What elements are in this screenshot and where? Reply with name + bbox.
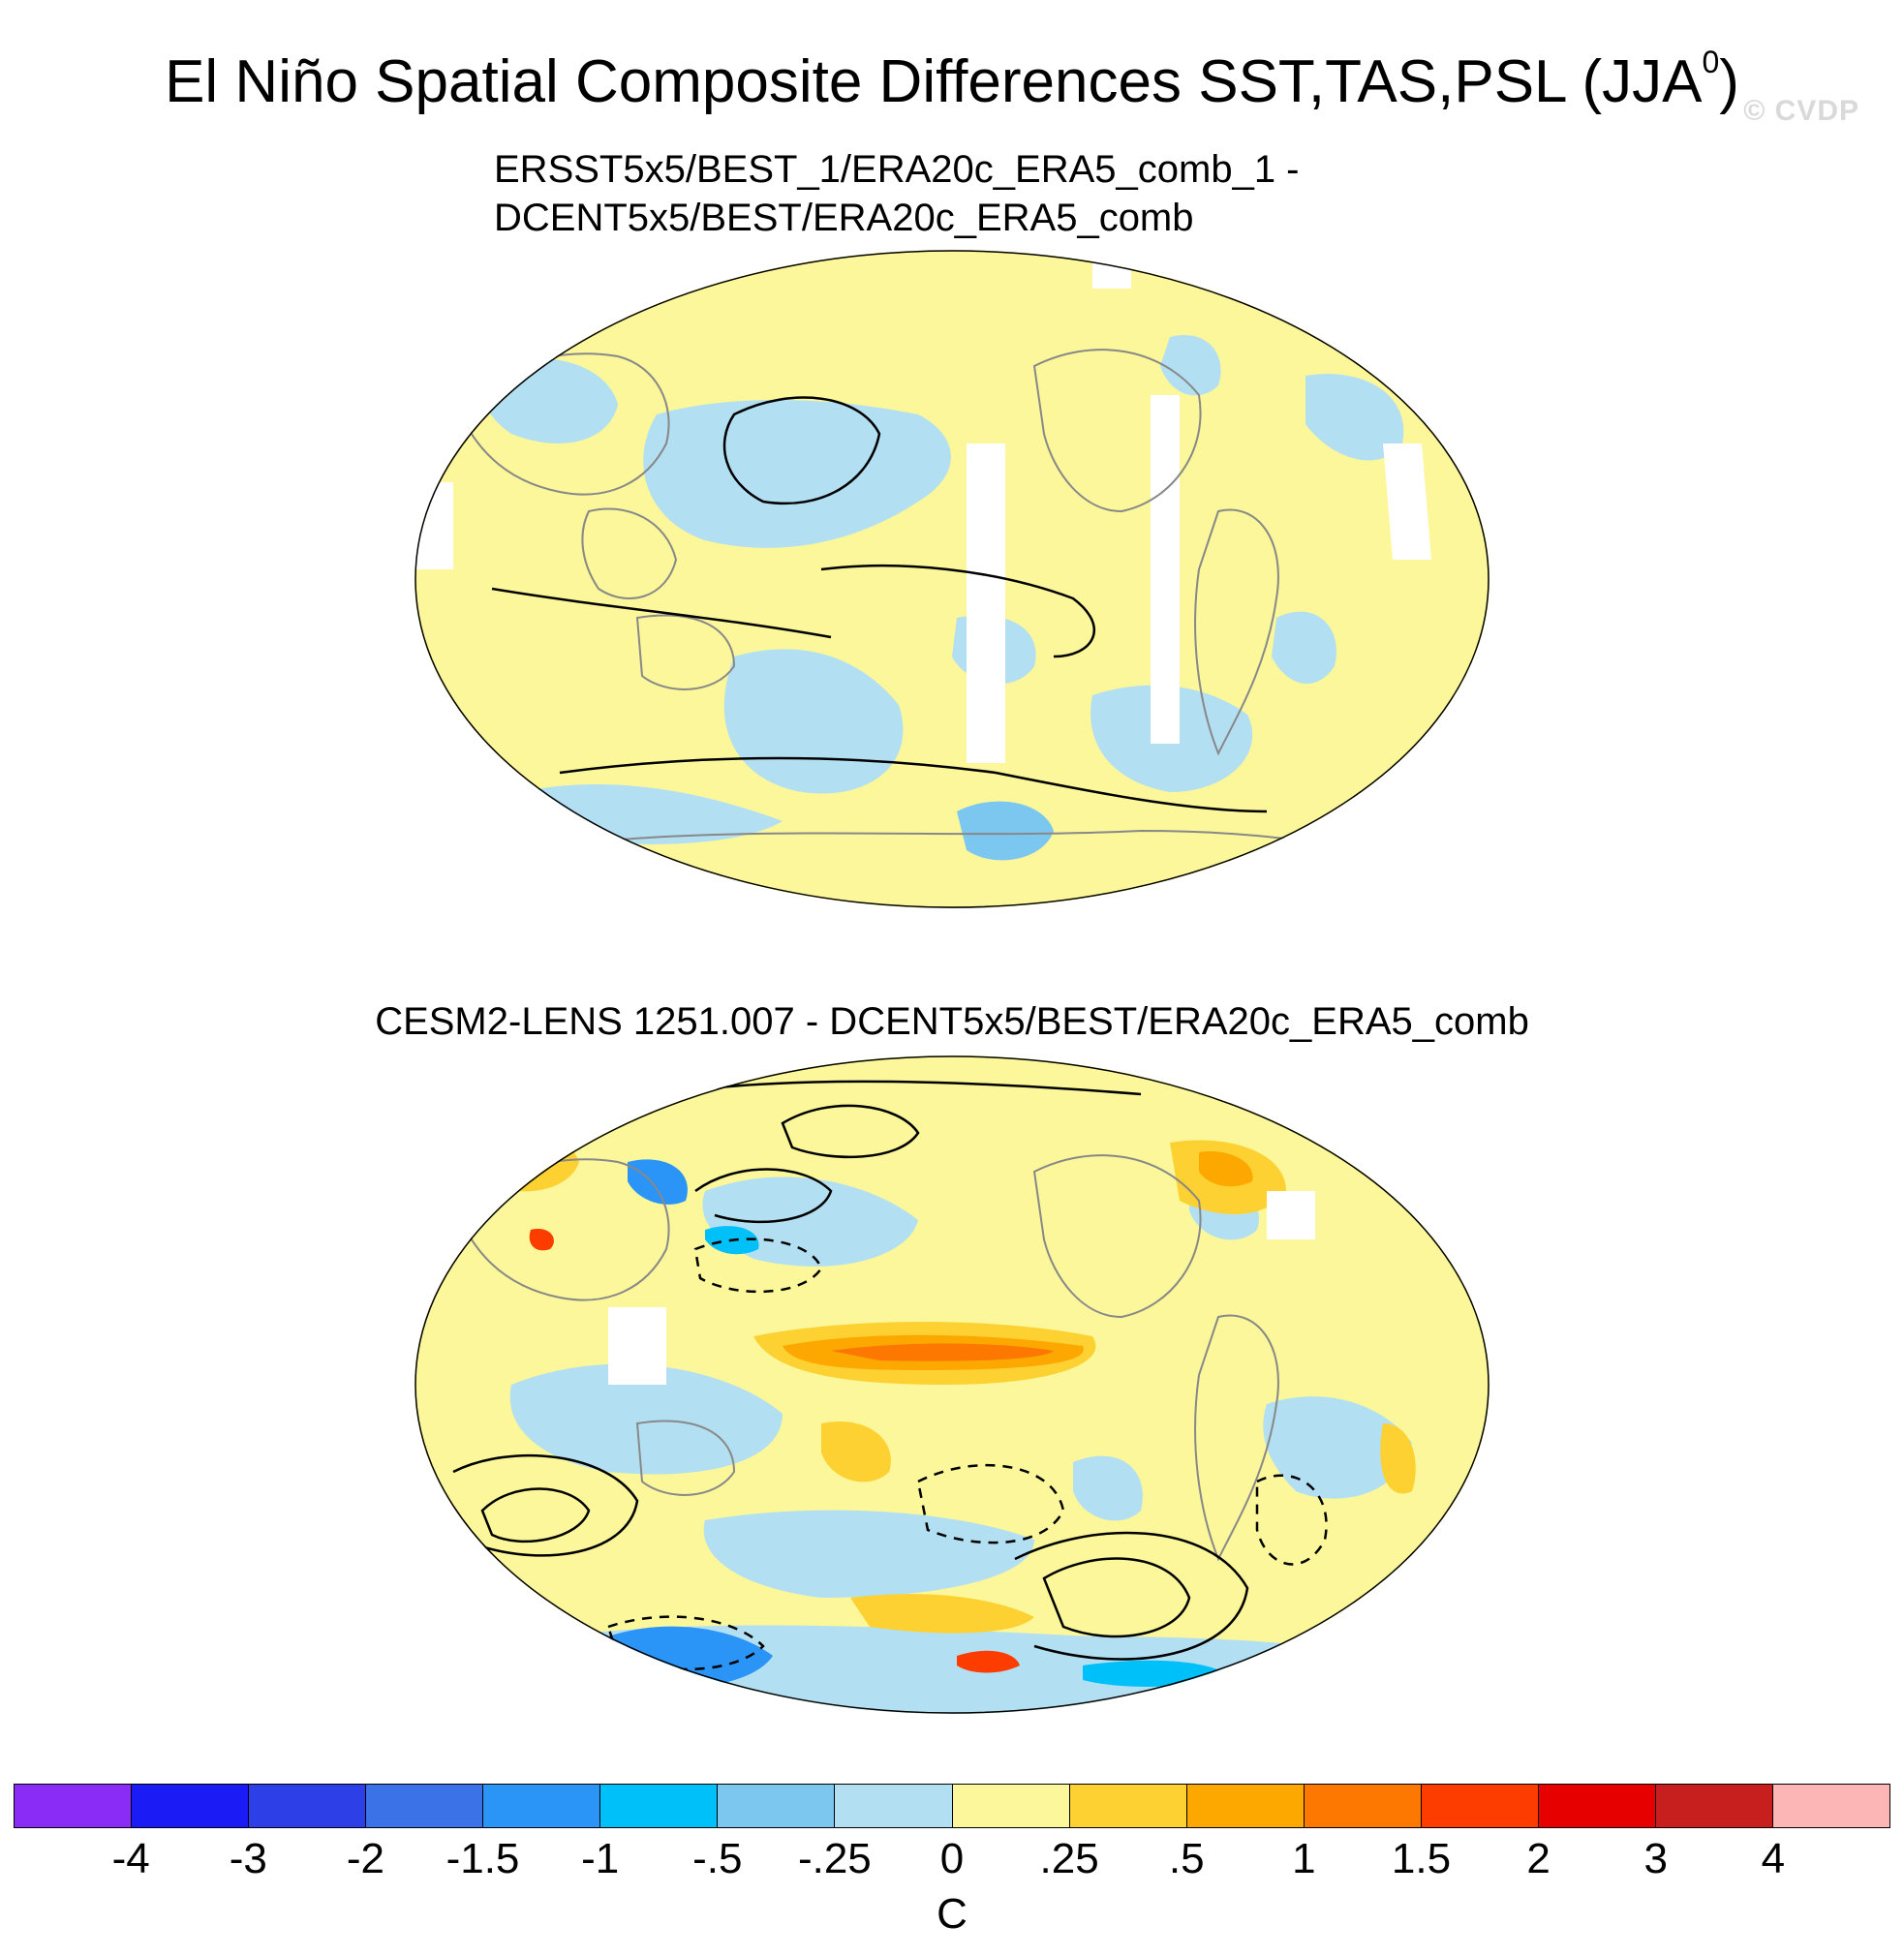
colorbar-swatch [1421, 1785, 1539, 1827]
colorbar-swatch [1186, 1785, 1305, 1827]
panel-1-subtitle-line-2: DCENT5x5/BEST/ERA20c_ERA5_comb [494, 197, 1194, 239]
panel-2-warm-spots [529, 1229, 1020, 1673]
title-close: ) [1719, 48, 1739, 115]
colorbar-swatch [952, 1785, 1070, 1827]
panel-1-map [415, 250, 1489, 908]
panel-1-psl-contours [491, 396, 1268, 813]
colorbar-tick-label: 2 [1526, 1835, 1551, 1882]
colorbar-swatch [600, 1785, 719, 1827]
figure-title: El Niño Spatial Composite Differences SS… [0, 27, 1904, 117]
colorbar-tick-labels: -4 -3 -2 -1.5 -1 -.5 -.25 0 .25 .5 1 1.5 2 3 4 [0, 1835, 1904, 1883]
colorbar-tick-label: -.5 [692, 1835, 743, 1882]
colorbar-swatch [249, 1785, 367, 1827]
colorbar-swatch [1772, 1785, 1889, 1827]
colorbar-swatch [366, 1785, 484, 1827]
panel-1-subtitle-line-1: ERSST5x5/BEST_1/ERA20c_ERA5_comb_1 - [494, 148, 1300, 191]
panel-2-el-nino-core [831, 1343, 1054, 1361]
colorbar-swatch [132, 1785, 250, 1827]
title-superscript: 0 [1702, 45, 1720, 79]
colorbar-tick-label: .25 [1039, 1835, 1099, 1882]
colorbar-swatch [483, 1785, 601, 1827]
panel-1-subtitle: ERSST5x5/BEST_1/ERA20c_ERA5_comb_1 - DCE… [494, 145, 1300, 242]
cvdp-watermark: © CVDP [1743, 95, 1859, 127]
colorbar-swatch [15, 1785, 133, 1827]
panel-1-south-pacific-anomaly [957, 801, 1054, 861]
colorbar-swatch [718, 1785, 836, 1827]
colorbar-swatch [1069, 1785, 1187, 1827]
colorbar-tick-label: -4 [111, 1835, 150, 1882]
panel-1-map-border [415, 250, 1489, 908]
colorbar-swatch [835, 1785, 953, 1827]
colorbar-tick-label: 0 [939, 1835, 965, 1882]
colorbar [14, 1784, 1890, 1828]
title-text: El Niño Spatial Composite Differences SS… [165, 48, 1703, 115]
colorbar-swatch [1655, 1785, 1773, 1827]
colorbar-tick-label: 4 [1761, 1835, 1786, 1882]
colorbar-tick-label: -3 [229, 1835, 267, 1882]
colorbar-tick-label: -1 [581, 1835, 620, 1882]
panel-1-negative-regions [481, 335, 1404, 844]
colorbar-tick-label: -1.5 [445, 1835, 520, 1882]
panel-2-psl-negative-contours [606, 1238, 1328, 1671]
colorbar-tick-label: 1.5 [1391, 1835, 1452, 1882]
panel-2-subtitle: CESM2-LENS 1251.007 - DCENT5x5/BEST/ERA2… [375, 1000, 1529, 1043]
colorbar-tick-label: 1 [1292, 1835, 1316, 1882]
panel-2-missing-data [608, 1191, 1315, 1385]
colorbar-units: C [937, 1890, 967, 1938]
panel-2-map [415, 1055, 1489, 1714]
colorbar-tick-label: 3 [1643, 1835, 1668, 1882]
panel-1-missing-data [415, 250, 1431, 763]
panel-2-map-border [415, 1055, 1489, 1714]
colorbar-swatch [1304, 1785, 1422, 1827]
colorbar-tick-label: -.25 [797, 1835, 872, 1882]
colorbar-tick-label: -2 [346, 1835, 384, 1882]
colorbar-swatch [1538, 1785, 1656, 1827]
colorbar-tick-label: .5 [1168, 1835, 1205, 1882]
